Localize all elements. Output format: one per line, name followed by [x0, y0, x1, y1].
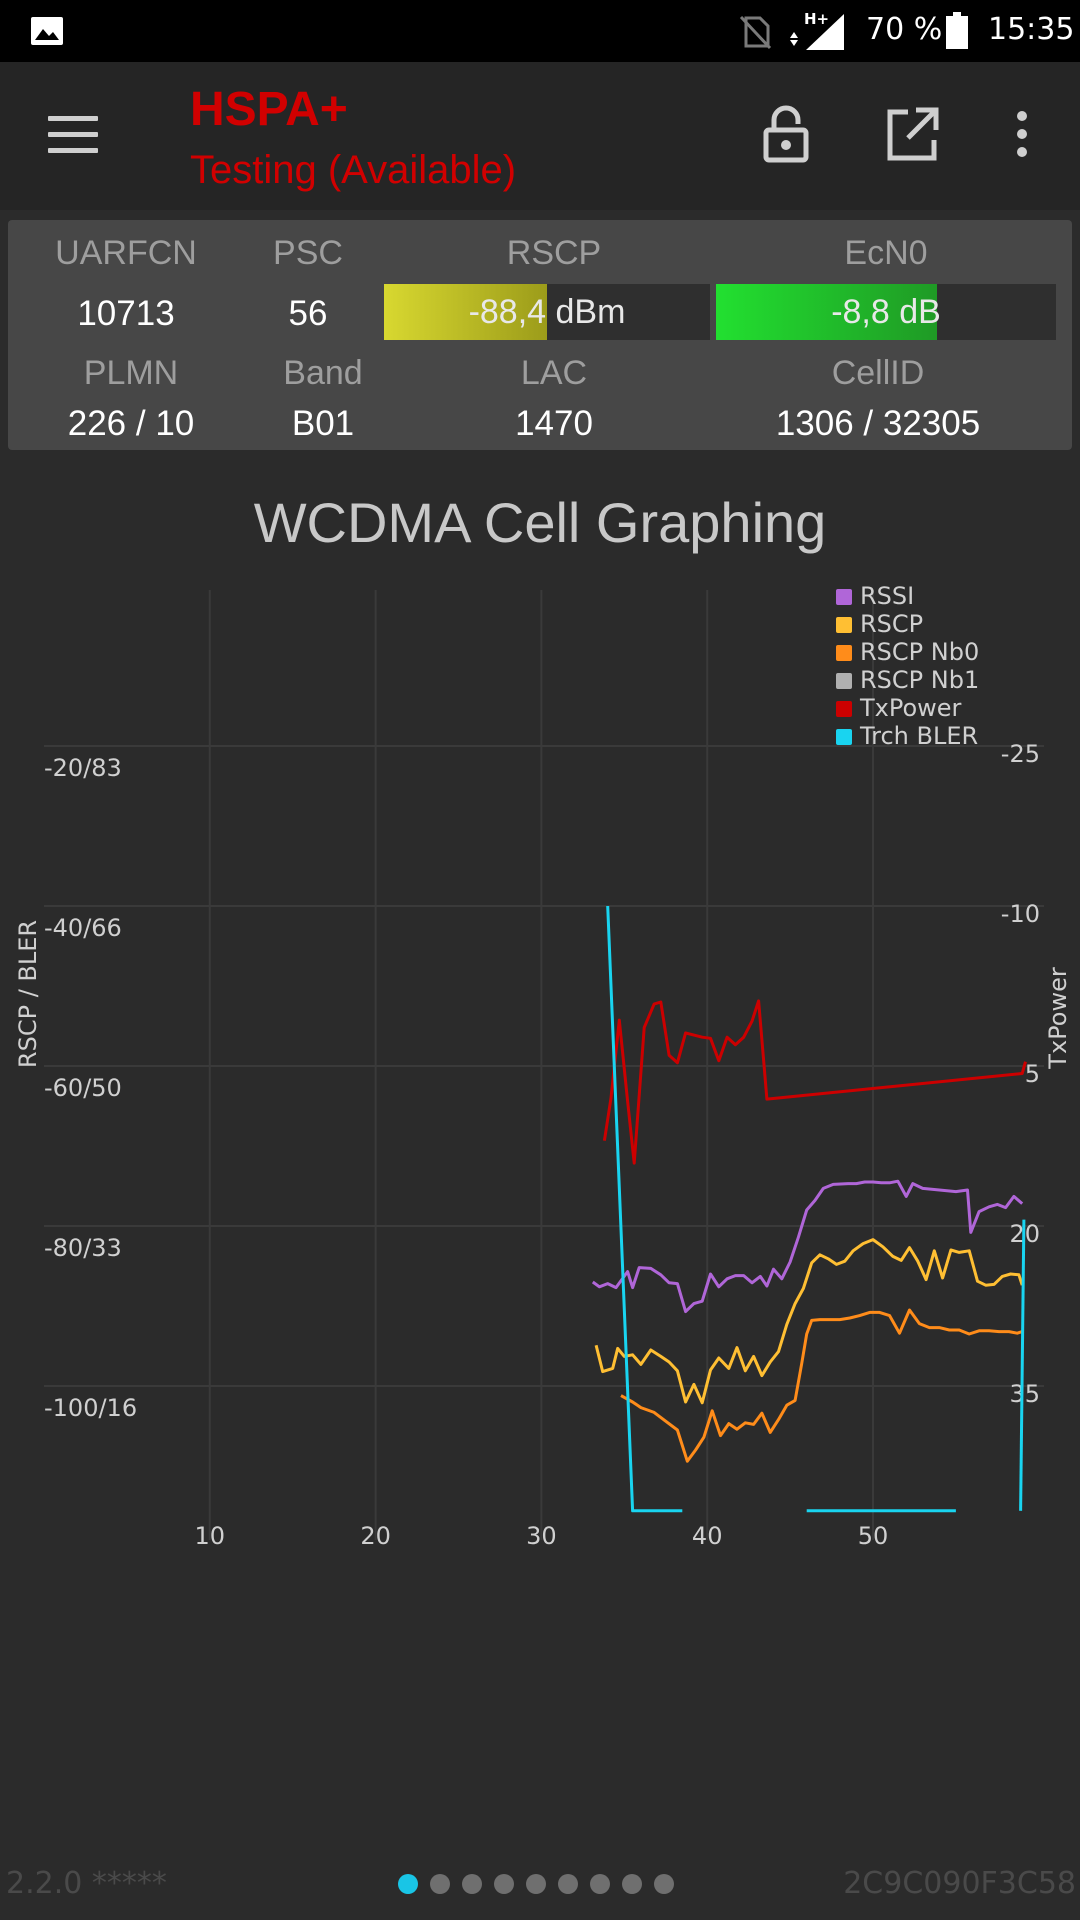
- lac-value: 1470: [515, 404, 593, 443]
- legend-label: TxPower: [859, 694, 962, 722]
- series-line-rscp: [594, 1238, 1024, 1405]
- ecn0-label: EcN0: [844, 234, 928, 272]
- uarfcn-value: 10713: [77, 294, 175, 333]
- network-status-subtitle: Testing (Available): [190, 148, 517, 192]
- y-tick-label: -60/50: [44, 1074, 122, 1102]
- status-bar: H+ 70 % 15:35: [0, 0, 1080, 62]
- x-tick-label: 10: [195, 1522, 226, 1550]
- wcdma-chart[interactable]: -20/83 -40/66 -60/50 -80/33 -100/16 -25 -10 5 20…: [0, 580, 1080, 1560]
- page-dot[interactable]: [462, 1874, 482, 1894]
- x-tick-label: 50: [858, 1522, 889, 1550]
- y-axis-title: RSCP / BLER: [14, 920, 42, 1068]
- series-line-trch-bler: [1019, 1219, 1026, 1511]
- more-options-icon[interactable]: [1004, 104, 1040, 164]
- band-value: B01: [291, 404, 355, 443]
- lock-open-icon[interactable]: [758, 104, 814, 164]
- battery-percent: 70 %: [866, 12, 943, 47]
- page-dot[interactable]: [654, 1874, 674, 1894]
- y2-axis-title: TxPower: [1044, 967, 1072, 1070]
- rscp-meter-fill: [384, 284, 547, 340]
- y-tick-label: -100/16: [44, 1394, 137, 1422]
- no-sim-icon: [739, 15, 772, 50]
- legend-label: RSSI: [860, 582, 914, 610]
- legend-label: RSCP Nb0: [860, 638, 979, 666]
- plmn-label: PLMN: [83, 354, 179, 392]
- rscp-label: RSCP: [506, 234, 602, 272]
- ecn0-meter: -8,8 dB: [716, 284, 1056, 340]
- page-dot[interactable]: [494, 1874, 514, 1894]
- image-notification-icon: [31, 17, 63, 45]
- page-dot[interactable]: [526, 1874, 546, 1894]
- legend-swatch: [836, 673, 852, 689]
- psc-value: 56: [288, 294, 328, 333]
- hamburger-menu-icon[interactable]: [48, 116, 98, 156]
- series-line-txpower: [602, 999, 1027, 1165]
- page-dot[interactable]: [590, 1874, 610, 1894]
- app-bar: HSPA+ Testing (Available): [0, 62, 1080, 210]
- legend-swatch: [836, 589, 852, 605]
- band-label: Band: [283, 354, 363, 392]
- legend-swatch: [836, 617, 852, 633]
- rscp-value: -88,4 dBm: [468, 293, 626, 331]
- cellid-label: CellID: [831, 354, 925, 392]
- uarfcn-label: UARFCN: [55, 234, 197, 272]
- page-dot[interactable]: [622, 1874, 642, 1894]
- y2-tick-label: -25: [1001, 740, 1040, 768]
- network-type-title: HSPA+: [190, 83, 348, 136]
- series-line-trch-bler: [606, 905, 683, 1513]
- page-indicator[interactable]: [398, 1874, 686, 1896]
- y2-tick-label: 5: [1025, 1060, 1040, 1088]
- series-line-rscp-nb0: [620, 1308, 1023, 1463]
- rscp-meter: -88,4 dBm: [384, 284, 710, 340]
- svg-text:H+: H+: [804, 10, 829, 28]
- psc-label: PSC: [273, 234, 343, 272]
- legend-label: RSCP: [860, 610, 923, 638]
- y-tick-label: -20/83: [44, 754, 122, 782]
- legend-label: RSCP Nb1: [860, 666, 979, 694]
- ecn0-meter-fill: [716, 284, 937, 340]
- open-external-icon[interactable]: [884, 104, 940, 164]
- y2-tick-label: 35: [1009, 1380, 1040, 1408]
- app-version: 2.2.0 *****: [6, 1866, 167, 1901]
- cell-info-panel: UARFCN PSC RSCP EcN0 10713 56 -88,4 dBm …: [8, 220, 1072, 450]
- page-dot[interactable]: [398, 1874, 418, 1894]
- chart-title: WCDMA Cell Graphing: [253, 491, 827, 554]
- x-tick-label: 40: [692, 1522, 723, 1550]
- plmn-value: 226 / 10: [67, 404, 195, 443]
- battery-icon: [946, 12, 968, 49]
- x-tick-label: 30: [526, 1522, 557, 1550]
- cellid-value: 1306 / 32305: [775, 404, 981, 443]
- legend-swatch: [836, 701, 852, 717]
- y-tick-label: -80/33: [44, 1234, 122, 1262]
- series-line-rssi: [591, 1179, 1024, 1314]
- legend-swatch: [836, 645, 852, 661]
- device-id: 2C9C090F3C58: [843, 1866, 1076, 1901]
- y2-tick-label: -10: [1001, 900, 1040, 928]
- page-dot[interactable]: [430, 1874, 450, 1894]
- network-signal-icon: H+: [790, 10, 844, 50]
- ecn0-value: -8,8 dB: [831, 293, 941, 331]
- page-dot[interactable]: [558, 1874, 578, 1894]
- legend-swatch: [836, 729, 852, 745]
- x-tick-label: 20: [360, 1522, 391, 1550]
- y-tick-label: -40/66: [44, 914, 122, 942]
- legend-label: Trch BLER: [859, 722, 978, 750]
- lac-label: LAC: [520, 354, 588, 392]
- clock: 15:35: [988, 12, 1075, 47]
